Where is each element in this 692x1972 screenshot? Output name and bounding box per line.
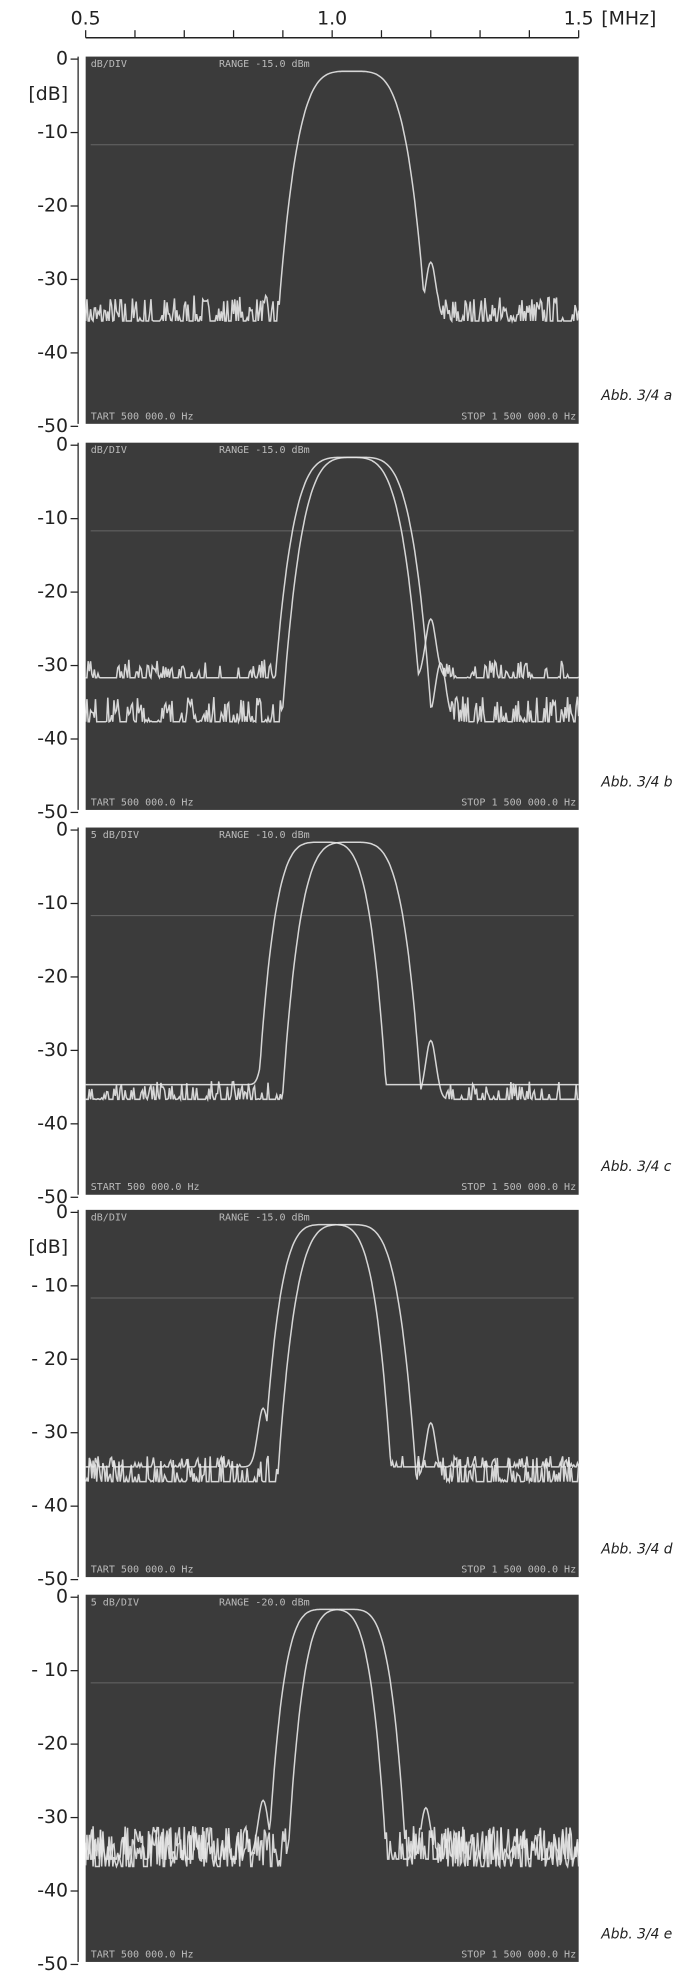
y-label: -40	[37, 1112, 68, 1134]
screen-footer: START 500 000.0 Hz	[91, 1182, 200, 1193]
y-label: -10	[37, 507, 68, 529]
y-label: -30	[37, 268, 68, 290]
unit-label: [dB]	[28, 83, 68, 105]
y-label: -50	[37, 415, 68, 437]
y-label: - 10	[31, 1659, 68, 1681]
screen-footer: STOP 1 500 000.0 Hz	[461, 1182, 576, 1193]
y-label: -50	[37, 801, 68, 823]
y-label: - 30	[31, 1421, 68, 1443]
screen-footer: TART 500 000.0 Hz	[91, 1565, 194, 1576]
y-label: -20	[37, 1733, 68, 1755]
top-axis-label: 1.5	[564, 7, 594, 29]
screen-header: RANGE -15.0 dBm	[219, 445, 310, 456]
screen-footer: TART 500 000.0 Hz	[91, 797, 194, 808]
screen-header: RANGE -15.0 dBm	[219, 1212, 310, 1223]
top-axis-label: 1.0	[317, 7, 347, 29]
screen-header: 5 dB/DIV	[91, 830, 139, 841]
screen	[85, 442, 579, 810]
screen-header: 5 dB/DIV	[91, 1597, 139, 1608]
screen-footer: STOP 1 500 000.0 Hz	[461, 411, 576, 422]
screen-header: RANGE -20.0 dBm	[219, 1597, 310, 1608]
y-label: - 20	[31, 1348, 68, 1370]
y-label: 0	[56, 434, 68, 456]
y-label: -40	[37, 1880, 68, 1902]
y-label: -50	[37, 1568, 68, 1590]
screen-header: dB/DIV	[91, 1212, 127, 1223]
screen-header: RANGE -15.0 dBm	[219, 59, 310, 70]
screen-footer: STOP 1 500 000.0 Hz	[461, 1949, 576, 1960]
screen	[85, 56, 579, 424]
y-label: -20	[37, 581, 68, 603]
y-label: 0	[56, 1201, 68, 1223]
y-label: -40	[37, 341, 68, 363]
screen-header: RANGE -10.0 dBm	[219, 830, 310, 841]
screen-footer: STOP 1 500 000.0 Hz	[461, 797, 576, 808]
spectrum-trace	[84, 456, 580, 725]
caption: Abb. 3/4 d	[600, 1541, 672, 1557]
screen	[85, 1594, 579, 1962]
screen-footer: TART 500 000.0 Hz	[91, 1949, 194, 1960]
spectrum-trace	[84, 1608, 580, 1870]
y-label: -40	[37, 727, 68, 749]
y-label: -30	[37, 654, 68, 676]
caption: Abb. 3/4 c	[600, 1159, 671, 1175]
y-label: - 40	[31, 1495, 68, 1517]
y-label: -20	[37, 195, 68, 217]
caption: Abb. 3/4 a	[600, 388, 672, 404]
y-label: 0	[56, 819, 68, 841]
y-label: -50	[37, 1186, 68, 1208]
y-label: 0	[56, 1586, 68, 1608]
screen	[85, 1209, 579, 1578]
y-label: - 10	[31, 1274, 68, 1296]
screen-header: dB/DIV	[91, 445, 127, 456]
spectrum-trace	[85, 841, 579, 1086]
spectrum-trace	[85, 841, 579, 1103]
caption: Abb. 3/4 e	[600, 1926, 672, 1942]
top-axis-label: 0.5	[71, 7, 101, 29]
y-label: -50	[37, 1953, 68, 1972]
spectrum-trace	[85, 456, 580, 681]
top-axis-unit: [MHz]	[601, 7, 656, 29]
y-label: 0	[56, 48, 68, 70]
screen-footer: TART 500 000.0 Hz	[91, 411, 194, 422]
caption: Abb. 3/4 b	[600, 774, 672, 790]
unit-label: [dB]	[28, 1236, 68, 1258]
screen	[85, 827, 579, 1195]
y-label: -30	[37, 1806, 68, 1828]
spectrum-trace	[84, 70, 580, 324]
spectrum-trace	[84, 1223, 580, 1485]
y-label: -30	[37, 1039, 68, 1061]
y-label: -10	[37, 121, 68, 143]
y-label: -10	[37, 892, 68, 914]
y-label: -20	[37, 965, 68, 987]
screen-header: dB/DIV	[91, 59, 127, 70]
screen-footer: STOP 1 500 000.0 Hz	[461, 1565, 576, 1576]
